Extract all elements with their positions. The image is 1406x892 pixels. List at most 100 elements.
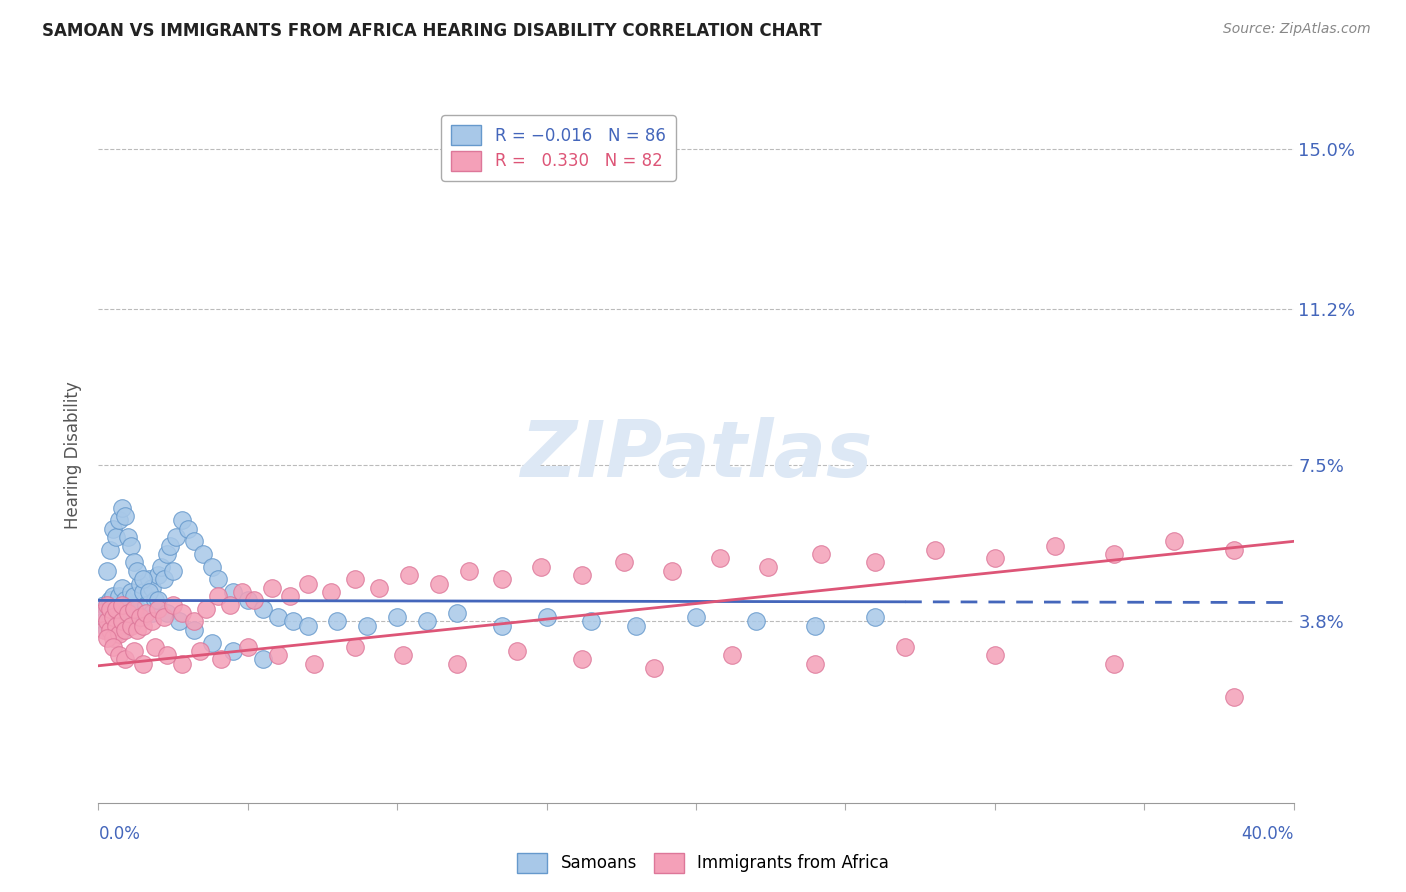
Point [96, 632, 118, 646]
Point [103, 640, 125, 654]
Point [114, 593, 136, 607]
Point [117, 598, 139, 612]
Point [1223, 542, 1246, 557]
Point [117, 530, 139, 544]
Point [984, 648, 1007, 663]
Point [111, 623, 134, 637]
Point [93, 598, 115, 612]
Point [427, 576, 450, 591]
Point [344, 572, 367, 586]
Point [127, 602, 149, 616]
Point [219, 598, 242, 612]
Point [810, 547, 832, 561]
Point [267, 610, 290, 624]
Point [643, 661, 665, 675]
Point [201, 559, 224, 574]
Point [571, 652, 593, 666]
Point [243, 593, 266, 607]
Point [96, 615, 118, 629]
Point [231, 585, 253, 599]
Point [124, 556, 146, 570]
Point [105, 618, 128, 632]
Point [506, 644, 529, 658]
Point [165, 530, 187, 544]
Point [120, 618, 142, 632]
Point [685, 610, 707, 624]
Point [756, 559, 779, 574]
Point [105, 602, 128, 616]
Point [222, 585, 245, 599]
Point [385, 610, 409, 624]
Point [129, 576, 152, 591]
Text: ZIPatlas: ZIPatlas [520, 417, 872, 493]
Point [141, 581, 163, 595]
Point [129, 610, 152, 624]
Point [207, 572, 229, 586]
Point [1163, 534, 1185, 549]
Text: SAMOAN VS IMMIGRANTS FROM AFRICA HEARING DISABILITY CORRELATION CHART: SAMOAN VS IMMIGRANTS FROM AFRICA HEARING… [42, 22, 823, 40]
Point [613, 556, 636, 570]
Point [120, 606, 142, 620]
Point [1043, 539, 1066, 553]
Point [865, 556, 887, 570]
Point [491, 572, 513, 586]
Point [195, 602, 218, 616]
Text: 0.0%: 0.0% [98, 825, 141, 843]
Legend: Samoans, Immigrants from Africa: Samoans, Immigrants from Africa [510, 847, 896, 880]
Point [132, 610, 155, 624]
Point [100, 602, 122, 616]
Point [114, 509, 136, 524]
Point [148, 602, 170, 616]
Point [153, 610, 176, 624]
Point [183, 534, 205, 549]
Point [183, 623, 205, 637]
Point [191, 547, 214, 561]
Point [100, 542, 122, 557]
Point [100, 593, 122, 607]
Point [93, 623, 115, 637]
Point [236, 640, 259, 654]
Point [302, 657, 325, 671]
Point [138, 572, 160, 586]
Point [201, 635, 224, 649]
Point [571, 568, 593, 582]
Point [536, 610, 558, 624]
Point [114, 652, 136, 666]
Point [127, 623, 149, 637]
Point [172, 657, 194, 671]
Point [392, 648, 415, 663]
Point [156, 648, 179, 663]
Point [103, 589, 125, 603]
Point [491, 618, 513, 632]
Point [446, 657, 468, 671]
Point [177, 522, 200, 536]
Point [172, 513, 194, 527]
Point [103, 632, 125, 646]
Point [108, 589, 131, 603]
Point [344, 640, 367, 654]
Point [150, 559, 173, 574]
Point [108, 627, 131, 641]
Point [132, 585, 155, 599]
Point [132, 657, 155, 671]
Point [183, 615, 205, 629]
Point [90, 606, 112, 620]
Point [721, 648, 744, 663]
Point [100, 615, 122, 629]
Point [111, 500, 134, 515]
Point [458, 564, 481, 578]
Point [236, 593, 259, 607]
Point [252, 652, 274, 666]
Point [96, 602, 118, 616]
Point [124, 644, 146, 658]
Point [984, 551, 1007, 566]
Point [111, 615, 134, 629]
Point [135, 606, 157, 620]
Point [281, 615, 304, 629]
Point [148, 568, 170, 582]
Point [297, 576, 319, 591]
Point [138, 585, 160, 599]
Point [96, 564, 118, 578]
Point [626, 618, 648, 632]
Point [108, 610, 131, 624]
